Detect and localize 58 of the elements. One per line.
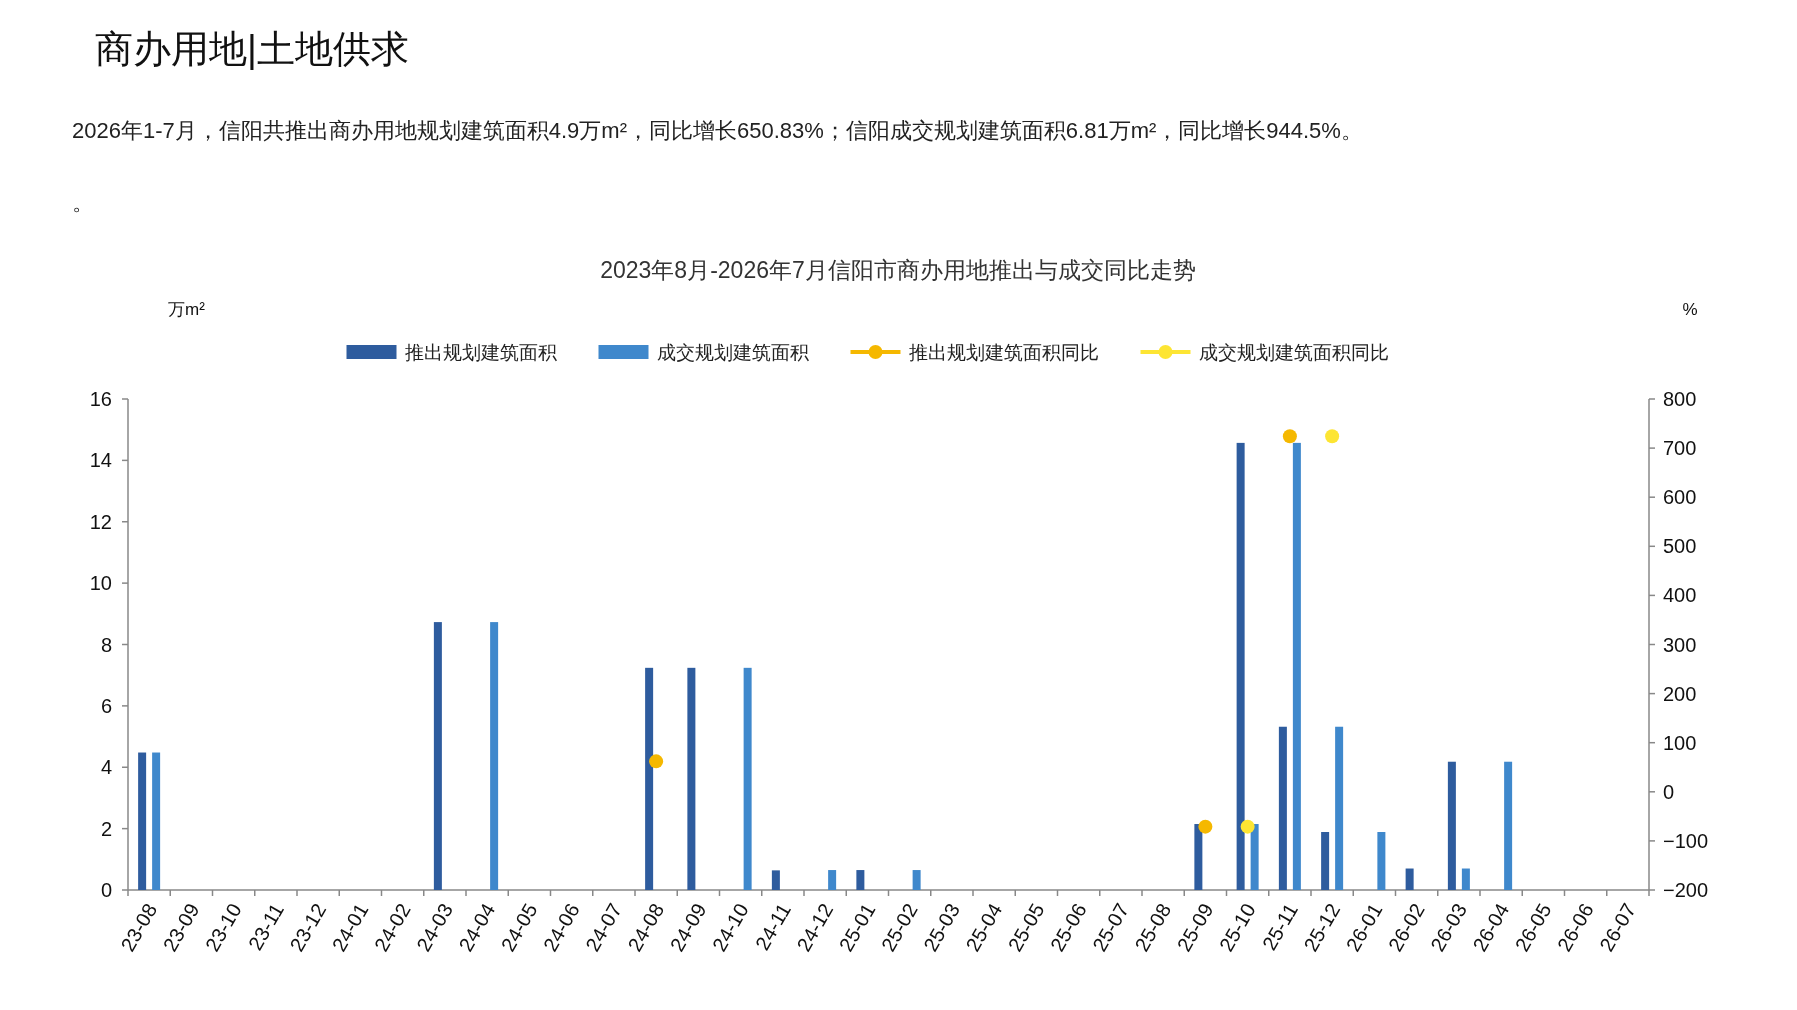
bar xyxy=(152,752,161,890)
y2-tick-label: 800 xyxy=(1663,388,1697,410)
point xyxy=(1198,819,1213,834)
bar xyxy=(1194,824,1203,890)
y2-tick-label: 500 xyxy=(1663,535,1697,558)
bar xyxy=(912,870,921,890)
bar xyxy=(433,622,442,890)
y2-tick-label: 400 xyxy=(1663,584,1697,607)
bar xyxy=(856,870,865,890)
bar xyxy=(771,870,780,890)
y-tick-label: 16 xyxy=(89,388,112,410)
y2-tick-label: 100 xyxy=(1663,731,1697,754)
y2-tick-label: 0 xyxy=(1663,780,1675,803)
point xyxy=(1240,819,1255,834)
bar xyxy=(1461,868,1470,890)
bar xyxy=(1278,726,1287,890)
y-tick-label: 14 xyxy=(89,449,112,472)
bar xyxy=(1236,442,1245,890)
bar xyxy=(828,870,837,890)
y2-tick-label: 200 xyxy=(1663,682,1697,705)
legend-label: 推出规划建筑面积 xyxy=(404,342,557,363)
y-tick-label: 8 xyxy=(100,633,112,656)
point xyxy=(1325,429,1340,444)
bar xyxy=(1292,442,1301,890)
legend-label: 成交规划建筑面积 xyxy=(656,342,809,363)
bar xyxy=(1250,824,1259,890)
text: 。 xyxy=(72,190,94,215)
bar xyxy=(1377,832,1386,890)
text: 2026年1-7月，信阳共推出商办用地规划建筑面积4.9万m²，同比增长650.83%；信阳成交规划建筑面积6.81万m²，同比增长944.5%。 xyxy=(72,118,1363,143)
y-tick-label: 0 xyxy=(100,879,112,901)
y-tick-label: 12 xyxy=(89,510,112,533)
y2-tick-label: −100 xyxy=(1663,829,1709,852)
y-tick-label: 4 xyxy=(100,756,112,779)
chart-title: 商办用地|土地供求 xyxy=(95,28,409,70)
y-axis-title: 万m² xyxy=(168,300,206,319)
bar xyxy=(490,622,499,890)
legend-label: 成交规划建筑面积同比 xyxy=(1198,342,1389,363)
y-tick-label: 6 xyxy=(100,694,112,717)
y2-tick-label: 300 xyxy=(1663,633,1697,656)
chart-subtitle: 2023年8月-2026年7月信阳市商办用地推出与成交同比走势 xyxy=(600,257,1196,283)
y2-tick-label: −200 xyxy=(1663,879,1709,901)
bar xyxy=(1405,868,1414,890)
bar xyxy=(1504,761,1513,890)
bar xyxy=(1321,832,1330,890)
y2-tick-label: 700 xyxy=(1663,437,1697,460)
legend-label: 推出规划建筑面积同比 xyxy=(908,342,1099,363)
y-tick-label: 2 xyxy=(100,817,112,840)
y2-axis-title: % xyxy=(1682,300,1698,319)
point xyxy=(649,754,664,769)
bar xyxy=(138,752,147,890)
y2-tick-label: 600 xyxy=(1663,486,1697,509)
bar xyxy=(1335,726,1344,890)
bar xyxy=(1447,761,1456,890)
y-tick-label: 10 xyxy=(89,572,112,595)
bar xyxy=(687,667,696,890)
bar xyxy=(743,667,752,890)
point xyxy=(1282,429,1297,444)
bar xyxy=(645,667,654,890)
